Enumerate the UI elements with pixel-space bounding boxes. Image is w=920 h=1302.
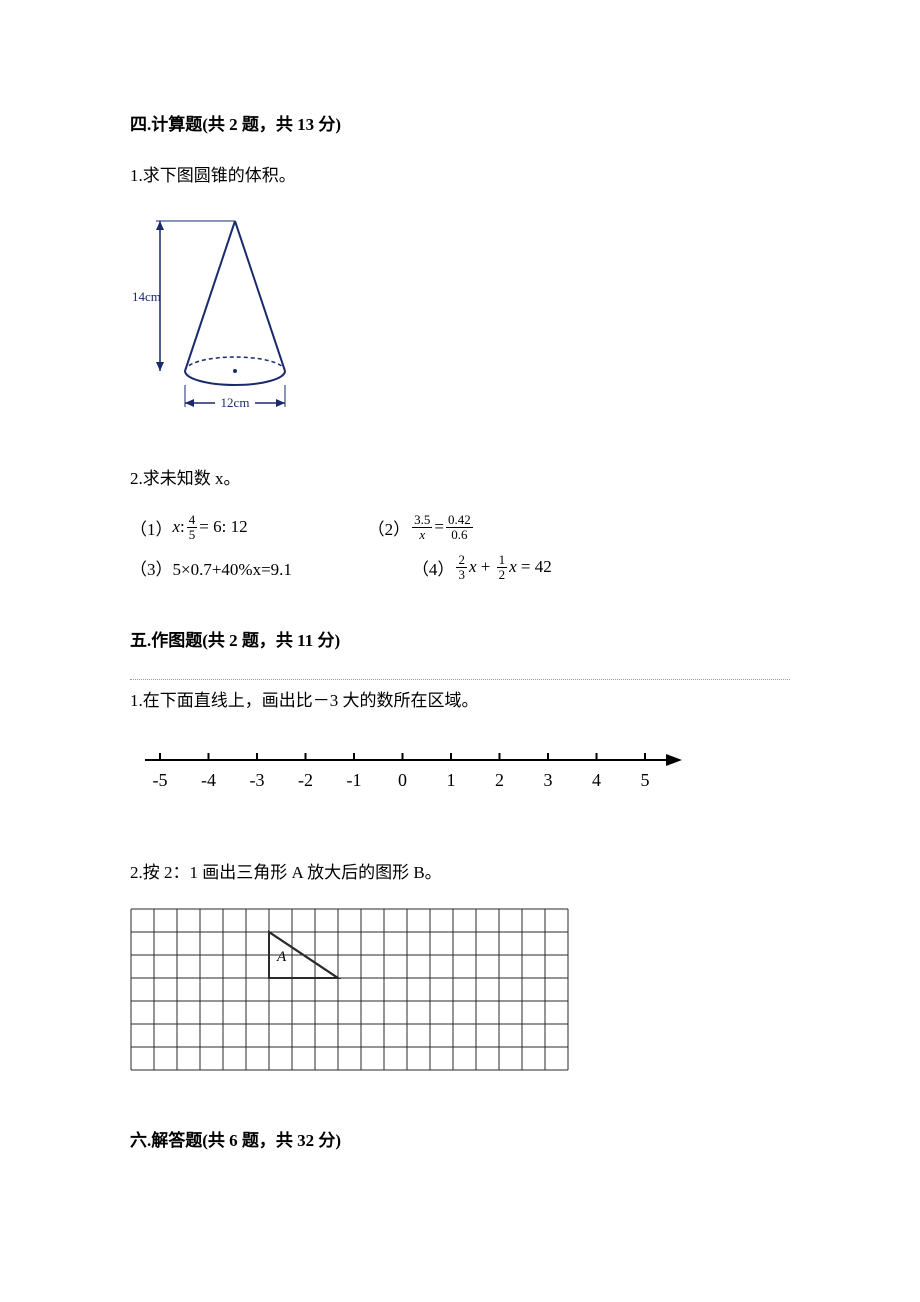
- dotted-rule: [130, 679, 790, 680]
- s4-q2-text: 2.求未知数 x。: [130, 466, 790, 492]
- eq-1: （1） x : 4 5 = 6: 12: [130, 513, 248, 541]
- svg-text:4: 4: [592, 770, 601, 790]
- svg-text:-3: -3: [250, 770, 265, 790]
- eq-3: （3）5×0.7+40%x=9.1: [130, 553, 292, 581]
- eq-2: （2） 3.5 x = 0.42 0.6: [368, 513, 475, 541]
- cone-figure: 14cm 12cm: [130, 211, 790, 426]
- eq1-x: x: [173, 517, 181, 537]
- svg-text:12cm: 12cm: [221, 395, 250, 410]
- eq1-tail: = 6: 12: [199, 517, 247, 537]
- svg-text:A: A: [276, 949, 287, 965]
- s5-q2-text: 2.按 2：1 画出三角形 A 放大后的图形 B。: [130, 860, 790, 886]
- section-6-heading: 六.解答题(共 6 题，共 32 分): [130, 1126, 790, 1151]
- svg-text:-2: -2: [298, 770, 313, 790]
- svg-text:-4: -4: [201, 770, 216, 790]
- eq2-frac-l: 3.5 x: [412, 513, 432, 541]
- svg-text:-5: -5: [153, 770, 168, 790]
- equations-block: （1） x : 4 5 = 6: 12 （2） 3.5 x = 0.42 0: [130, 513, 790, 582]
- svg-text:1: 1: [447, 770, 456, 790]
- numberline-figure: -5 -4 -3 -2 -1 0 1 2 3 4 5: [130, 735, 790, 810]
- svg-text:-1: -1: [347, 770, 362, 790]
- section-5-heading: 五.作图题(共 2 题，共 11 分): [130, 626, 790, 651]
- svg-text:3: 3: [544, 770, 553, 790]
- eq4-frac-b: 1 2: [497, 553, 508, 581]
- eq2-eq: =: [434, 517, 444, 537]
- svg-text:0: 0: [398, 770, 407, 790]
- section-4-heading: 四.计算题(共 2 题，共 13 分): [130, 110, 790, 135]
- eq4-frac-a: 2 3: [456, 553, 467, 581]
- eq-4: （4） 2 3 x + 1 2 x = 42: [412, 553, 552, 581]
- s4-q1-text: 1.求下图圆锥的体积。: [130, 163, 790, 189]
- eq1-frac: 4 5: [187, 513, 198, 541]
- eq1-prefix: （1）: [130, 515, 173, 540]
- s5-q1-text: 1.在下面直线上，画出比－3 大的数所在区域。: [130, 688, 790, 714]
- eq4-prefix: （4）: [412, 555, 455, 580]
- eq2-prefix: （2）: [368, 515, 411, 540]
- svg-text:2: 2: [495, 770, 504, 790]
- svg-text:5: 5: [641, 770, 650, 790]
- grid-figure: A: [130, 908, 790, 1076]
- svg-text:14cm: 14cm: [132, 289, 161, 304]
- eq2-frac-r: 0.42 0.6: [446, 513, 473, 541]
